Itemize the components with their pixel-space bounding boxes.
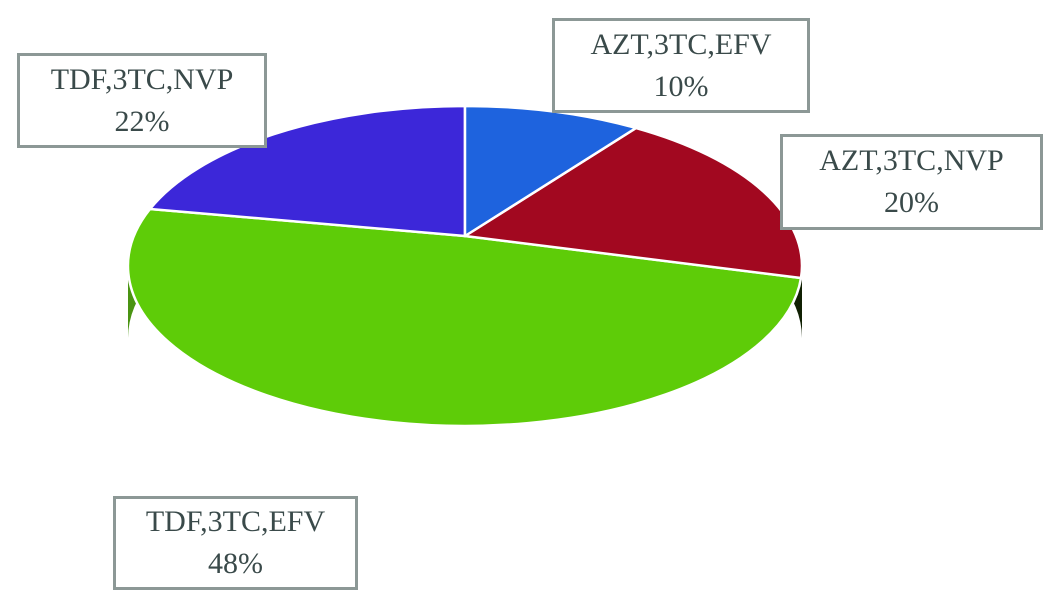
label-box-azt-3tc-nvp: AZT,3TC,NVP 20%: [780, 134, 1043, 230]
label-regimen: AZT,3TC,NVP: [819, 144, 1004, 177]
label-regimen: TDF,3TC,NVP: [50, 62, 234, 96]
label-percent: 48%: [208, 547, 263, 580]
label-box-tdf-3tc-efv: TDF,3TC,EFV 48%: [113, 496, 358, 590]
label-percent: 10%: [653, 69, 709, 103]
label-regimen: TDF,3TC,EFV: [145, 505, 326, 538]
label-box-tdf-3tc-nvp: TDF,3TC,NVP 22%: [17, 53, 267, 148]
label-percent: 20%: [884, 186, 939, 219]
label-box-azt-3tc-efv: AZT,3TC,EFV 10%: [552, 18, 810, 113]
pie-slice-tdf-3tc-nvp: [148, 104, 467, 238]
label-regimen: AZT,3TC,EFV: [590, 27, 772, 61]
pie-slice-azt-3tc-nvp: [463, 126, 804, 280]
pie-slice-tdf-3tc-efv: [126, 207, 803, 428]
label-percent: 22%: [114, 104, 170, 138]
